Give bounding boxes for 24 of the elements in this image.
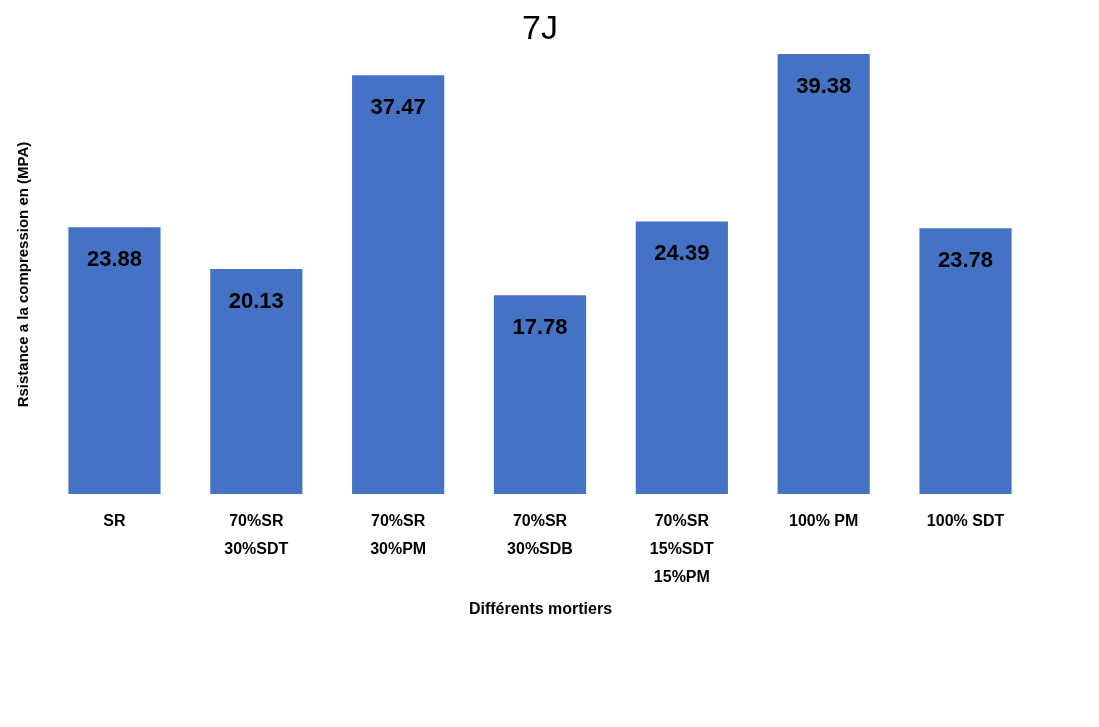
data-label: 37.47 — [370, 94, 426, 120]
x-tick-label: 70%SR 30%SDB — [507, 511, 573, 557]
x-axis-title: Différents mortiers — [468, 599, 613, 617]
x-tick-label: 70%SR 30%PM — [370, 511, 427, 557]
y-axis-title: Rsistance a la compression en (MPA) — [13, 141, 31, 408]
data-label: 39.38 — [796, 73, 852, 98]
data-label: 17.78 — [512, 314, 568, 340]
bar — [352, 75, 445, 494]
x-tick-label: 100% PM — [789, 511, 859, 529]
data-label: 20.13 — [228, 288, 284, 314]
bar — [777, 54, 870, 494]
bar — [493, 295, 587, 494]
x-tick-label: 70%SR 15%SDT 15%PM — [649, 511, 715, 585]
bar — [919, 228, 1012, 494]
data-label: 23.78 — [938, 247, 994, 273]
x-tick-label: 100% SDT — [926, 511, 1005, 529]
chart-title: 7J — [522, 8, 558, 46]
x-tick-label: SR — [103, 511, 127, 529]
data-label: 23.88 — [86, 246, 142, 272]
bar — [210, 269, 303, 494]
x-tick-label: 70%SR 30%SDT — [224, 511, 289, 557]
bar — [635, 221, 728, 494]
bar — [68, 227, 161, 494]
data-label: 24.39 — [654, 240, 710, 266]
